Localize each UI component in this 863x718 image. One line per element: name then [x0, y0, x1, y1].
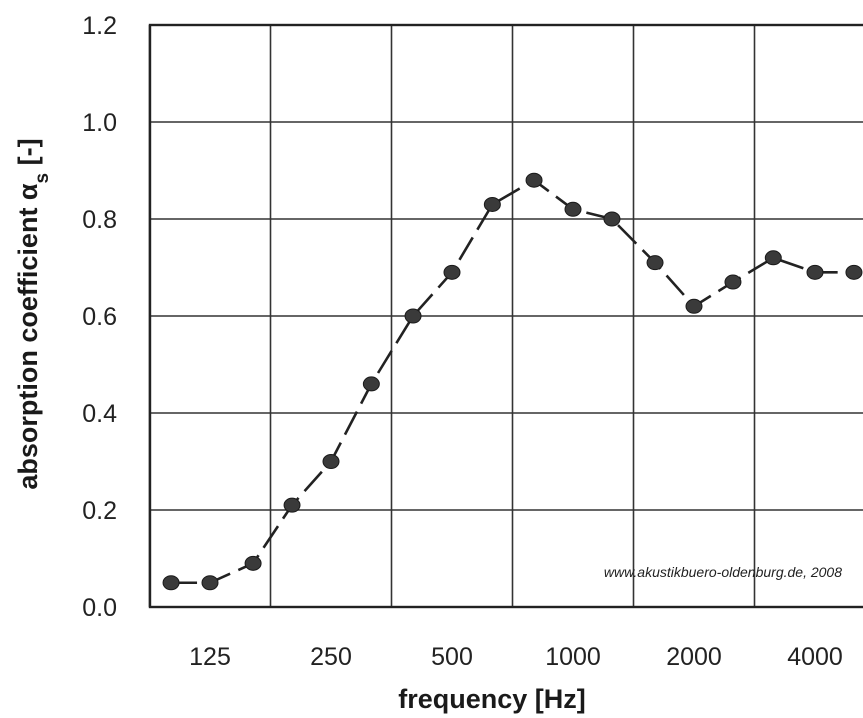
y-tick-label: 0.0: [82, 594, 117, 622]
y-axis-label-subscript: s: [32, 173, 53, 184]
x-tick-label: 125: [189, 643, 231, 671]
data-point: [484, 197, 500, 211]
y-tick-label: 0.6: [82, 303, 117, 331]
y-axis-label-main: absorption coefficient α: [13, 183, 43, 490]
x-tick-label: 2000: [666, 643, 722, 671]
data-point: [245, 556, 261, 570]
y-axis-label: absorption coefficient αs [-]: [13, 138, 53, 489]
chart-annotation: www.akustikbuero-oldenburg.de, 2008: [604, 564, 842, 580]
x-tick-labels: 125 250 500 1000 2000 4000: [189, 643, 843, 671]
grid-layer: [150, 25, 863, 607]
x-tick-label: 250: [310, 643, 352, 671]
data-point: [405, 309, 421, 323]
data-point: [765, 251, 781, 265]
y-tick-label: 0.2: [82, 497, 117, 525]
data-point: [284, 498, 300, 512]
data-point: [686, 299, 702, 313]
data-point: [846, 265, 862, 279]
data-point: [444, 265, 460, 279]
y-tick-label: 0.4: [82, 400, 117, 428]
data-point: [807, 265, 823, 279]
y-tick-label: 1.0: [82, 109, 117, 137]
data-point: [163, 576, 179, 590]
data-point: [604, 212, 620, 226]
y-tick-label: 1.2: [82, 12, 117, 40]
x-tick-label: 500: [431, 643, 473, 671]
data-point: [647, 256, 663, 270]
y-axis-label-unit: [-]: [13, 138, 43, 172]
data-point: [526, 173, 542, 187]
x-tick-label: 1000: [545, 643, 601, 671]
data-point: [725, 275, 741, 289]
data-point: [363, 377, 379, 391]
data-point: [323, 455, 339, 469]
data-point: [565, 202, 581, 216]
x-tick-label: 4000: [787, 643, 843, 671]
data-point: [202, 576, 218, 590]
y-tick-label: 0.8: [82, 206, 117, 234]
x-axis-label: frequency [Hz]: [398, 684, 586, 714]
y-tick-labels: 0.0 0.2 0.4 0.6 0.8 1.0 1.2: [82, 12, 117, 622]
